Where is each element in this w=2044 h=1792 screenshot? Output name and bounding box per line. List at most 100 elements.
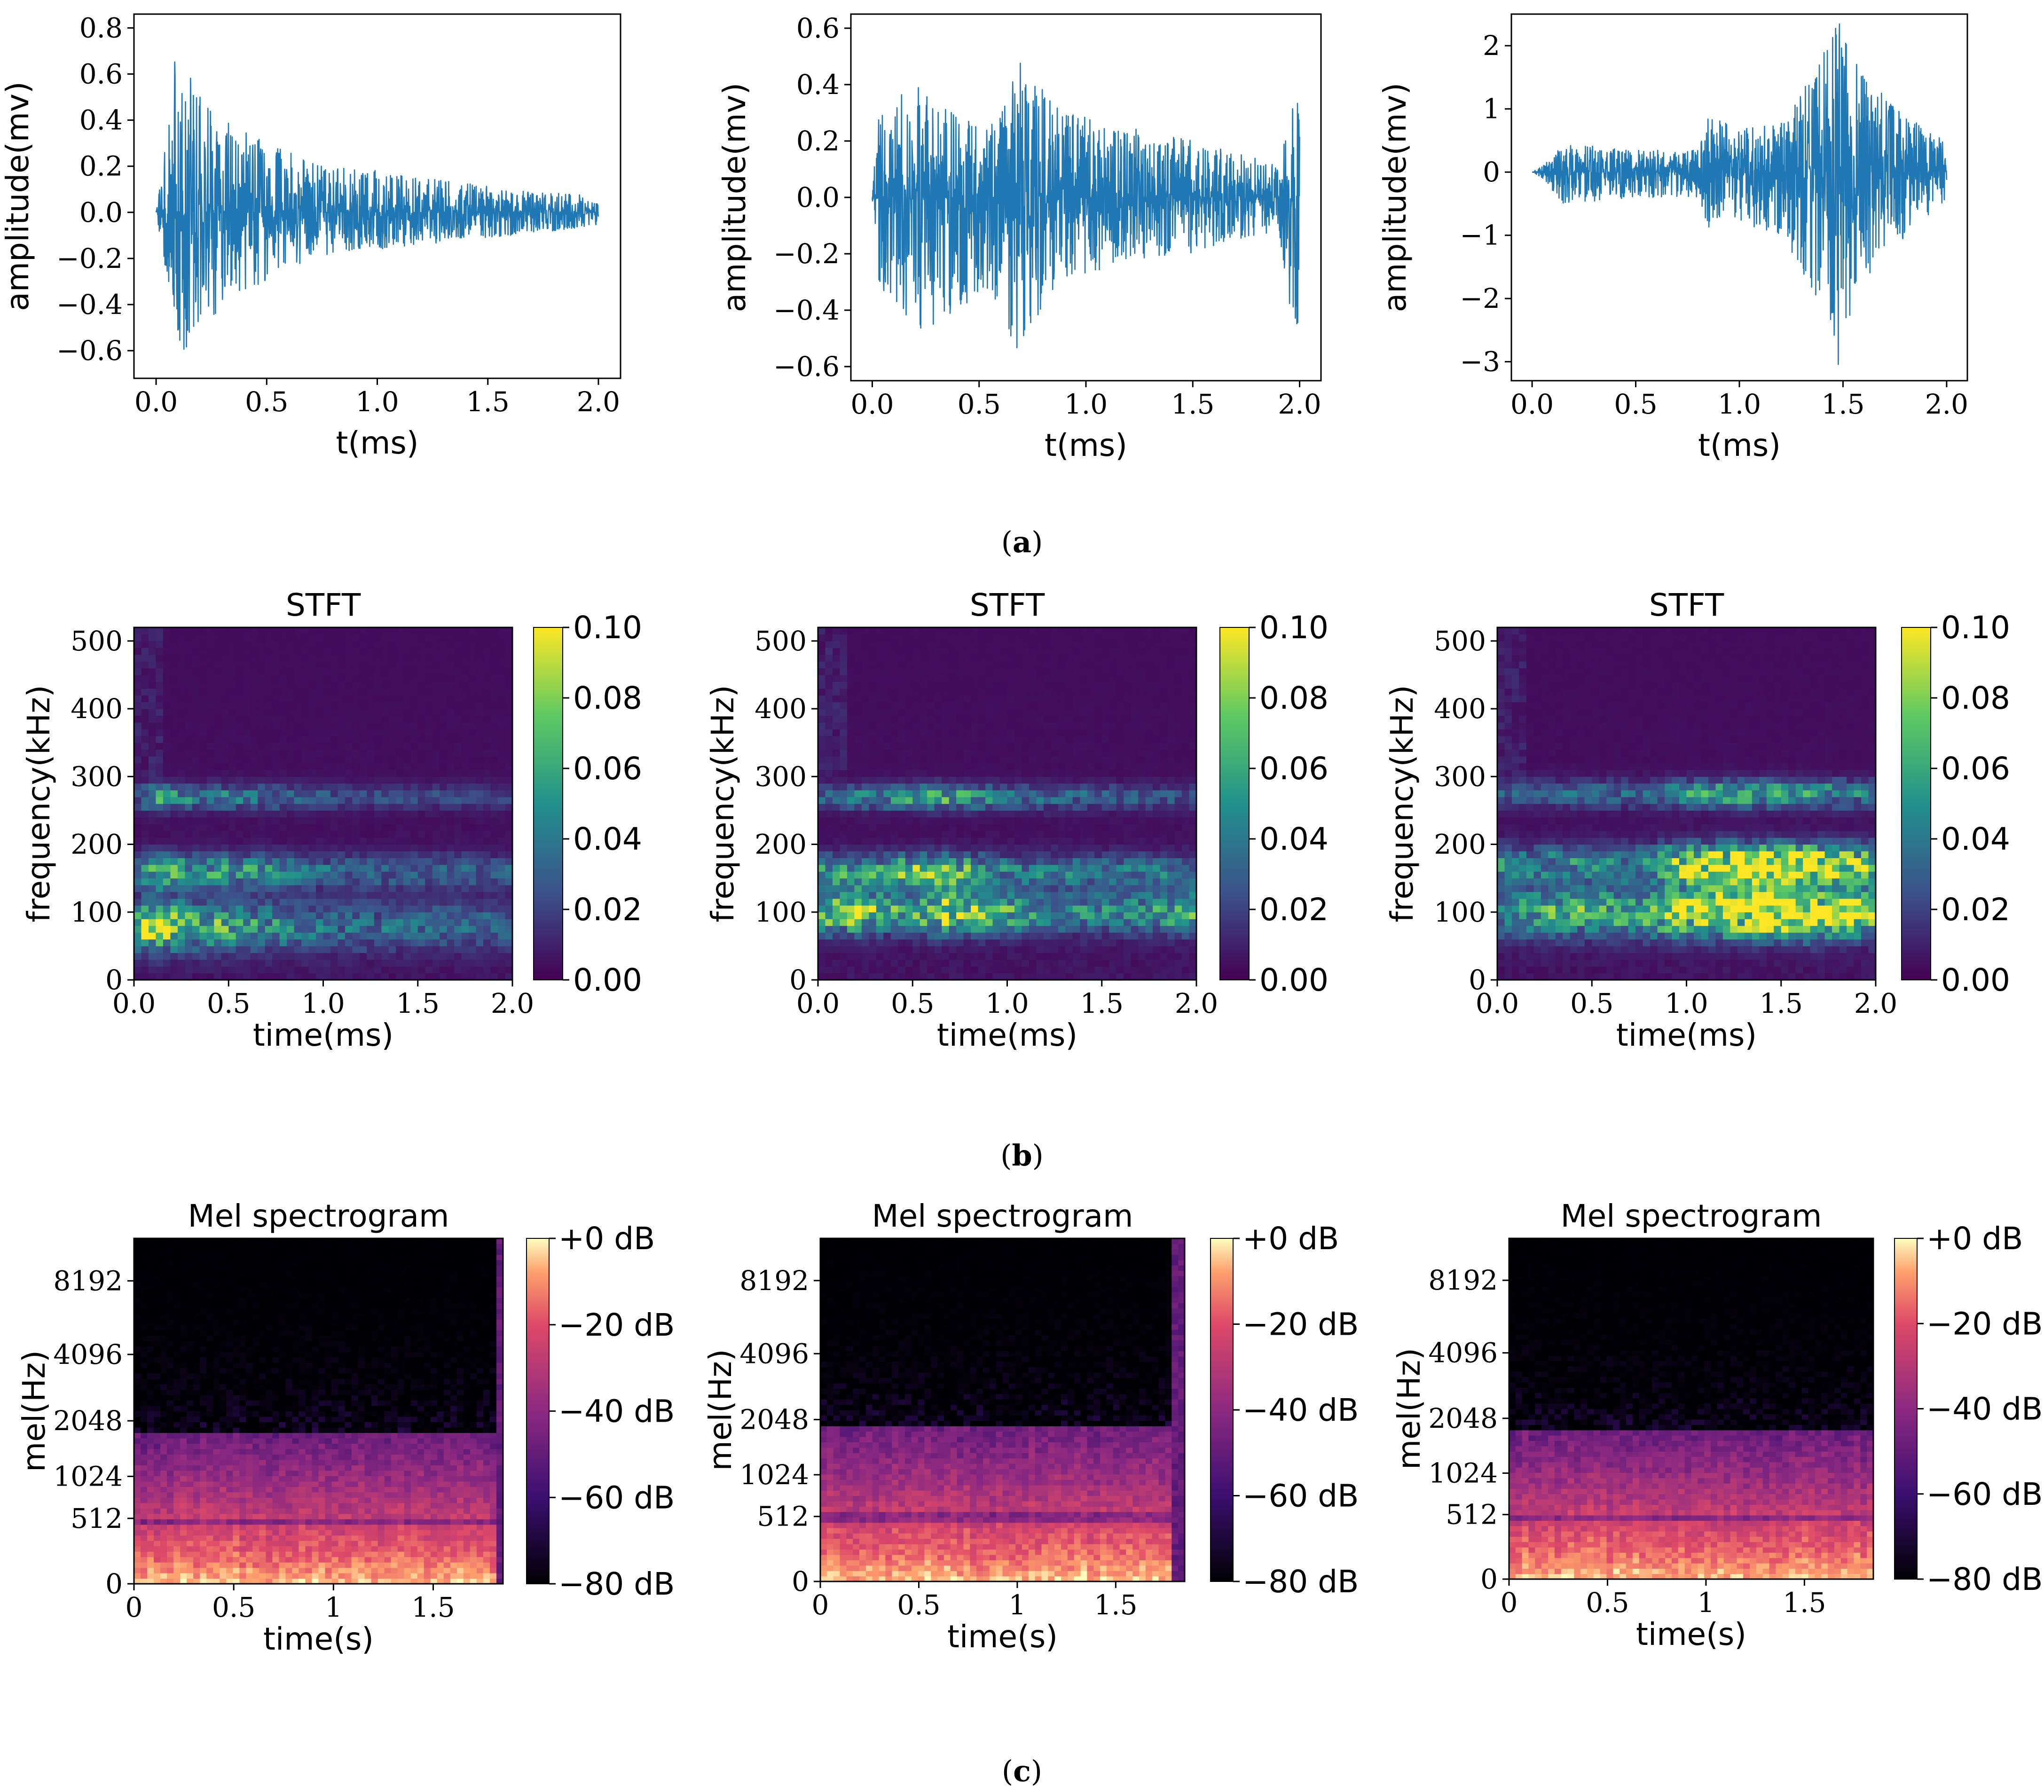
- stft-cell: [818, 756, 825, 763]
- stft-cell: [978, 681, 986, 689]
- stft-cell: [1029, 681, 1037, 689]
- stft-cell: [134, 681, 142, 689]
- stft-cell: [956, 953, 964, 960]
- stft-cell: [935, 695, 942, 702]
- stft-cell: [964, 750, 971, 757]
- stft-cell: [199, 810, 207, 817]
- stft-cell: [869, 899, 876, 906]
- stft-cell: [243, 689, 251, 696]
- stft-cell: [898, 790, 905, 797]
- stft-cell: [156, 817, 163, 824]
- stft-cell: [258, 858, 265, 865]
- stft-cell: [1000, 926, 1007, 933]
- stft-cell: [498, 858, 505, 865]
- stft-cell: [294, 750, 302, 757]
- stft-cell: [964, 871, 971, 878]
- stft-cell: [134, 689, 142, 696]
- stft-cell: [316, 756, 323, 763]
- stft-cell: [228, 743, 236, 750]
- stft-cell: [236, 804, 244, 811]
- stft-cell: [156, 926, 163, 933]
- stft-cell: [178, 655, 185, 662]
- stft-cell: [447, 960, 455, 967]
- stft-cell: [352, 655, 360, 662]
- stft-cell: [1080, 736, 1087, 743]
- stft-cell: [272, 627, 280, 634]
- stft-cell: [1044, 851, 1051, 858]
- stft-cell: [418, 729, 425, 736]
- stft-cell: [403, 689, 411, 696]
- stft-cell: [964, 878, 971, 885]
- stft-cell: [447, 627, 455, 634]
- stft-cell: [1022, 736, 1030, 743]
- stft-cell: [170, 899, 178, 906]
- stft-cell: [418, 797, 425, 804]
- stft-cell: [825, 858, 833, 865]
- stft-cell: [1109, 675, 1116, 682]
- stft-cell: [898, 776, 905, 783]
- stft-cell: [876, 709, 884, 716]
- stft-cell: [949, 756, 957, 763]
- stft-cell: [1051, 695, 1058, 702]
- stft-cell: [447, 865, 455, 872]
- stft-cell: [265, 668, 273, 675]
- stft-cell: [236, 675, 244, 682]
- stft-cell: [993, 716, 1000, 723]
- stft-cell: [971, 634, 978, 641]
- stft-cell: [978, 634, 986, 641]
- stft-cell: [920, 783, 928, 790]
- stft-cell: [345, 648, 353, 655]
- stft-cell: [1065, 804, 1073, 811]
- stft-cell: [228, 702, 236, 709]
- stft-cell: [185, 675, 192, 682]
- stft-cell: [192, 756, 200, 763]
- stft-cell: [432, 973, 440, 980]
- stft-cell: [149, 716, 156, 723]
- stft-cell: [418, 926, 425, 933]
- stft-cell: [163, 770, 171, 777]
- stft-cell: [236, 912, 244, 919]
- stft-cell: [338, 926, 346, 933]
- stft-cell: [1029, 797, 1037, 804]
- stft-cell: [964, 966, 971, 973]
- stft-cell: [891, 919, 898, 926]
- stft-cell: [360, 783, 367, 790]
- stft-cell: [221, 695, 229, 702]
- stft-cell: [825, 655, 833, 662]
- stft-cell: [265, 858, 273, 865]
- stft-cell: [876, 939, 884, 947]
- stft-cell: [345, 702, 353, 709]
- stft-cell: [949, 689, 957, 696]
- stft-cell: [935, 750, 942, 757]
- stft-cell: [199, 966, 207, 973]
- stft-cell: [170, 661, 178, 668]
- stft-cell: [1116, 973, 1124, 980]
- stft-cell: [985, 946, 993, 953]
- stft-cell: [228, 695, 236, 702]
- stft-cell: [1087, 899, 1095, 906]
- stft-cell: [418, 776, 425, 783]
- stft-cell: [840, 655, 847, 662]
- stft-cell: [833, 722, 840, 729]
- stft-cell: [927, 668, 935, 675]
- stft-cell: [949, 912, 957, 919]
- stft-cell: [912, 702, 920, 709]
- stft-cell: [287, 804, 294, 811]
- stft-cell: [410, 648, 418, 655]
- stft-cell: [396, 837, 403, 845]
- stft-cell: [352, 946, 360, 953]
- stft-cell: [243, 899, 251, 906]
- stft-cell: [833, 756, 840, 763]
- stft-cell: [876, 770, 884, 777]
- stft-cell: [840, 892, 847, 899]
- stft-cell: [854, 851, 862, 858]
- stft-cell: [1109, 716, 1116, 723]
- stft-cell: [367, 729, 374, 736]
- stft-cell: [142, 946, 149, 953]
- stft-cell: [396, 831, 403, 838]
- stft-cell: [330, 661, 338, 668]
- stft-cell: [236, 878, 244, 885]
- stft-cell: [833, 960, 840, 967]
- stft-cell: [192, 953, 200, 960]
- stft-cell: [149, 668, 156, 675]
